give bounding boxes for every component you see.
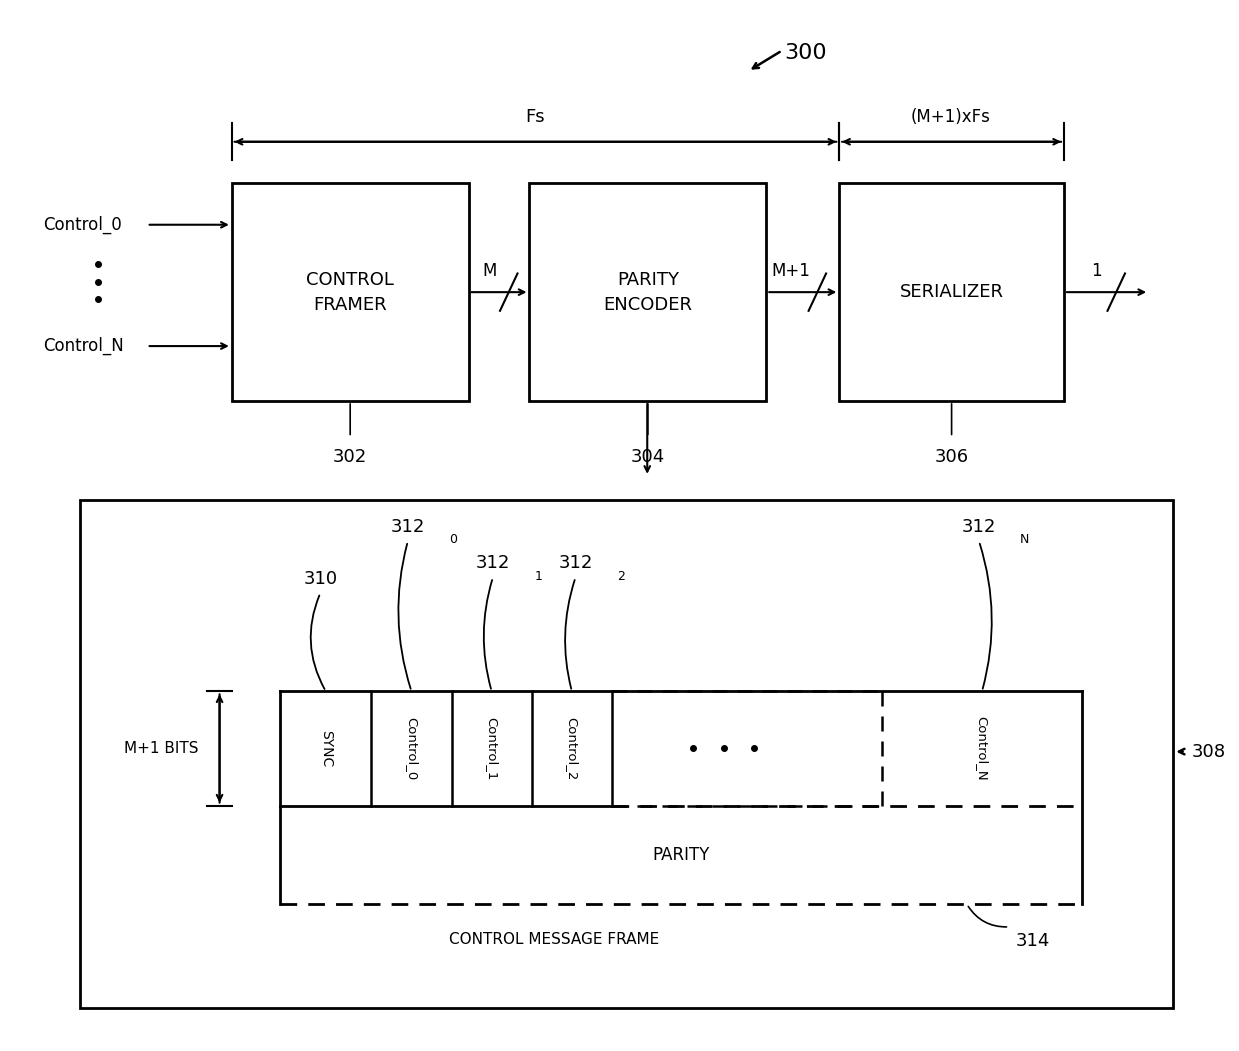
Text: 312: 312 [961, 518, 996, 536]
Text: CONTROL MESSAGE FRAME: CONTROL MESSAGE FRAME [449, 932, 659, 947]
Text: (M+1)xFs: (M+1)xFs [911, 108, 991, 126]
Bar [232, 183, 468, 401]
Bar [79, 499, 1173, 1008]
Text: 314: 314 [1016, 932, 1049, 950]
Text: 308: 308 [1192, 743, 1225, 761]
Text: 302: 302 [333, 448, 367, 466]
Text: M+1: M+1 [771, 262, 810, 280]
Text: Control_N: Control_N [43, 337, 124, 355]
Text: M+1 BITS: M+1 BITS [124, 741, 199, 756]
Text: 312: 312 [476, 554, 510, 572]
Text: Fs: Fs [525, 108, 545, 126]
Text: 1: 1 [534, 570, 543, 582]
Text: 306: 306 [934, 448, 969, 466]
Text: Control_0: Control_0 [43, 215, 123, 234]
Text: 0: 0 [450, 533, 457, 547]
Text: 310: 310 [304, 570, 337, 588]
Bar [529, 183, 766, 401]
Text: PARITY: PARITY [653, 846, 710, 864]
Bar [839, 183, 1064, 401]
Text: PARITY
ENCODER: PARITY ENCODER [603, 271, 693, 313]
Text: Control_N: Control_N [975, 716, 989, 781]
Text: 304: 304 [631, 448, 665, 466]
Text: 2: 2 [617, 570, 624, 582]
Text: SYNC: SYNC [318, 729, 333, 767]
Text: 300: 300 [784, 43, 828, 63]
Text: N: N [1020, 533, 1030, 547]
Text: Control_0: Control_0 [405, 717, 418, 780]
Text: 1: 1 [1092, 262, 1103, 280]
Text: Control_2: Control_2 [565, 717, 579, 780]
Text: M: M [482, 262, 497, 280]
Text: 312: 312 [390, 518, 425, 536]
Text: 312: 312 [559, 554, 592, 572]
Text: SERIALIZER: SERIALIZER [900, 283, 1004, 302]
Text: Control_1: Control_1 [486, 717, 498, 780]
Text: CONTROL
FRAMER: CONTROL FRAMER [306, 271, 394, 313]
